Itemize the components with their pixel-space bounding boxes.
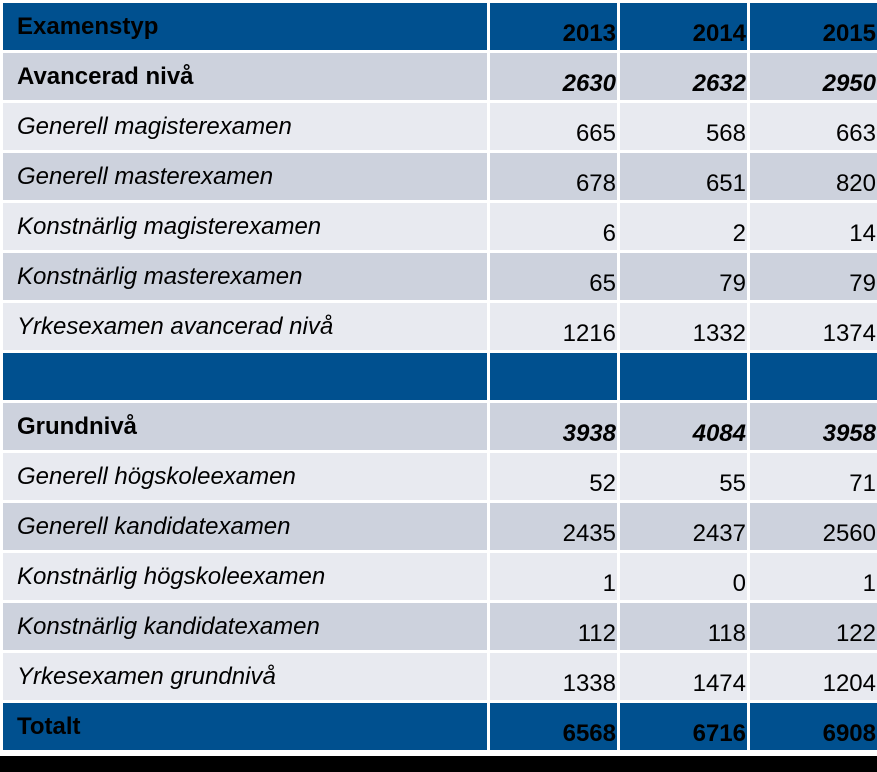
cell-2014: 2437	[620, 503, 747, 550]
cell-2015: 3958	[750, 403, 877, 450]
cell-2013: 3938	[490, 403, 617, 450]
group-row: Avancerad nivå 2630 2632 2950	[3, 53, 877, 100]
row-label: Konstnärlig magisterexamen	[3, 203, 487, 250]
cell-2015: 663	[750, 103, 877, 150]
cell-2014: 0	[620, 553, 747, 600]
cell-2015: 6908	[750, 703, 877, 750]
table-row: Konstnärlig magisterexamen 6 2 14	[3, 203, 877, 250]
table-row: Konstnärlig högskoleexamen 1 0 1	[3, 553, 877, 600]
cell-2014: 651	[620, 153, 747, 200]
row-label: Generell magisterexamen	[3, 103, 487, 150]
cell-2014: 118	[620, 603, 747, 650]
row-label: Konstnärlig masterexamen	[3, 253, 487, 300]
table-row: Konstnärlig kandidatexamen 112 118 122	[3, 603, 877, 650]
row-label: Generell högskoleexamen	[3, 453, 487, 500]
cell-2013: 678	[490, 153, 617, 200]
cell-2015: 1	[750, 553, 877, 600]
table-row: Yrkesexamen avancerad nivå 1216 1332 1374	[3, 303, 877, 350]
cell-2015: 2560	[750, 503, 877, 550]
cell-2013	[490, 353, 617, 400]
total-row: Totalt 6568 6716 6908	[3, 703, 877, 750]
cell-2013: 2435	[490, 503, 617, 550]
cell-2015	[750, 353, 877, 400]
row-label: Avancerad nivå	[3, 53, 487, 100]
exam-table: Examenstyp 2013 2014 2015 Avancerad nivå…	[3, 3, 877, 750]
bottom-border	[0, 756, 877, 772]
cell-2013: 112	[490, 603, 617, 650]
row-label: Yrkesexamen avancerad nivå	[3, 303, 487, 350]
cell-2013: 1	[490, 553, 617, 600]
cell-2014: 6716	[620, 703, 747, 750]
cell-2015: 122	[750, 603, 877, 650]
cell-2014: 79	[620, 253, 747, 300]
cell-2013: 2630	[490, 53, 617, 100]
cell-2015: 820	[750, 153, 877, 200]
cell-2014: 55	[620, 453, 747, 500]
row-label: Totalt	[3, 703, 487, 750]
cell-2013: 52	[490, 453, 617, 500]
cell-2014: 2632	[620, 53, 747, 100]
cell-2015: 79	[750, 253, 877, 300]
row-label: Generell masterexamen	[3, 153, 487, 200]
cell-2015: 2950	[750, 53, 877, 100]
row-label: Konstnärlig högskoleexamen	[3, 553, 487, 600]
cell-2015: 71	[750, 453, 877, 500]
cell-2015: 1374	[750, 303, 877, 350]
table-row: Konstnärlig masterexamen 65 79 79	[3, 253, 877, 300]
header-cell-2015: 2015	[750, 3, 877, 50]
row-label: Grundnivå	[3, 403, 487, 450]
cell-2014	[620, 353, 747, 400]
cell-2014: 4084	[620, 403, 747, 450]
group-row: Grundnivå 3938 4084 3958	[3, 403, 877, 450]
header-cell-2014: 2014	[620, 3, 747, 50]
row-label: Yrkesexamen grundnivå	[3, 653, 487, 700]
cell-2015: 14	[750, 203, 877, 250]
table-row: Generell masterexamen 678 651 820	[3, 153, 877, 200]
header-cell-2013: 2013	[490, 3, 617, 50]
cell-2014: 568	[620, 103, 747, 150]
cell-2014: 2	[620, 203, 747, 250]
row-label	[3, 353, 487, 400]
row-label: Konstnärlig kandidatexamen	[3, 603, 487, 650]
table-row: Generell magisterexamen 665 568 663	[3, 103, 877, 150]
cell-2013: 1338	[490, 653, 617, 700]
header-cell-examenstyp: Examenstyp	[3, 3, 487, 50]
spacer-row	[3, 353, 877, 400]
cell-2013: 1216	[490, 303, 617, 350]
cell-2014: 1474	[620, 653, 747, 700]
table-row: Generell kandidatexamen 2435 2437 2560	[3, 503, 877, 550]
cell-2013: 65	[490, 253, 617, 300]
table-row: Yrkesexamen grundnivå 1338 1474 1204	[3, 653, 877, 700]
table-row: Generell högskoleexamen 52 55 71	[3, 453, 877, 500]
cell-2013: 6568	[490, 703, 617, 750]
cell-2013: 665	[490, 103, 617, 150]
cell-2013: 6	[490, 203, 617, 250]
cell-2015: 1204	[750, 653, 877, 700]
table-header-row: Examenstyp 2013 2014 2015	[3, 3, 877, 50]
row-label: Generell kandidatexamen	[3, 503, 487, 550]
cell-2014: 1332	[620, 303, 747, 350]
